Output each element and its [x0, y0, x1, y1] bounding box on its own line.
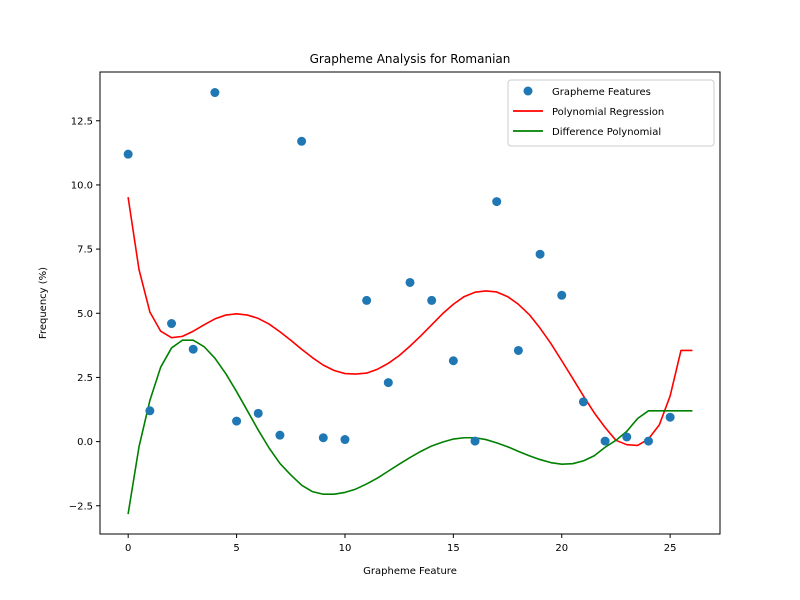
- legend: Grapheme Features Polynomial Regression …: [507, 79, 715, 147]
- scatter-point: [492, 197, 502, 207]
- scatter-point: [253, 408, 263, 418]
- scatter-point: [383, 378, 393, 388]
- scatter-point: [123, 149, 133, 159]
- scatter-point: [578, 397, 588, 407]
- plot-area: [123, 88, 693, 515]
- y-tick-label: 5.0: [77, 309, 93, 320]
- scatter-point: [643, 436, 653, 446]
- scatter-point: [470, 436, 480, 446]
- scatter-point: [340, 435, 350, 445]
- legend-marker-scatter: [523, 86, 533, 96]
- scatter-point: [513, 345, 523, 355]
- chart-title: Grapheme Analysis for Romanian: [310, 52, 511, 66]
- axes-frame: [99, 71, 721, 535]
- legend-label-scatter: Grapheme Features: [552, 87, 651, 98]
- y-tick-label: 12.5: [71, 116, 93, 127]
- x-tick-label: 5: [233, 543, 239, 554]
- x-tick-label: 15: [447, 543, 460, 554]
- y-tick-label: −2.5: [69, 501, 93, 512]
- legend-label-difference: Difference Polynomial: [552, 127, 661, 138]
- legend-label-regression: Polynomial Regression: [552, 107, 664, 118]
- x-axis-label: Grapheme Feature: [363, 566, 457, 577]
- scatter-point: [362, 295, 372, 305]
- scatter-point: [665, 412, 675, 422]
- x-tick-label: 25: [664, 543, 677, 554]
- scatter-point: [557, 290, 567, 300]
- scatter-point: [448, 356, 458, 366]
- regression-line: [127, 196, 693, 447]
- legend-box: [507, 79, 715, 147]
- x-tick-label: 20: [555, 543, 568, 554]
- y-tick-label: 7.5: [77, 245, 93, 256]
- y-tick-label: 2.5: [77, 373, 93, 384]
- scatter-point: [600, 436, 610, 446]
- y-tick-label: 0.0: [77, 437, 93, 448]
- scatter-point: [318, 433, 328, 443]
- axis-ticks: 0 5 10 15 20 25 −2.5 0.0 2.5 5.0 7.5 10.0 12.5: [69, 116, 677, 554]
- scatter-point: [535, 249, 545, 259]
- scatter-point: [145, 406, 155, 416]
- scatter-point: [188, 344, 198, 354]
- y-tick-label: 10.0: [71, 180, 93, 191]
- x-tick-label: 10: [339, 543, 352, 554]
- difference-line: [127, 339, 693, 515]
- scatter-point: [275, 430, 285, 440]
- y-axis-label: Frequency (%): [38, 267, 49, 339]
- scatter-point: [232, 416, 242, 426]
- scatter-point: [297, 136, 307, 146]
- scatter-point: [210, 88, 220, 98]
- scatter-point: [167, 319, 177, 329]
- scatter-point: [405, 277, 415, 287]
- scatter-point: [622, 432, 632, 442]
- x-tick-label: 0: [125, 543, 131, 554]
- scatter-point: [427, 295, 437, 305]
